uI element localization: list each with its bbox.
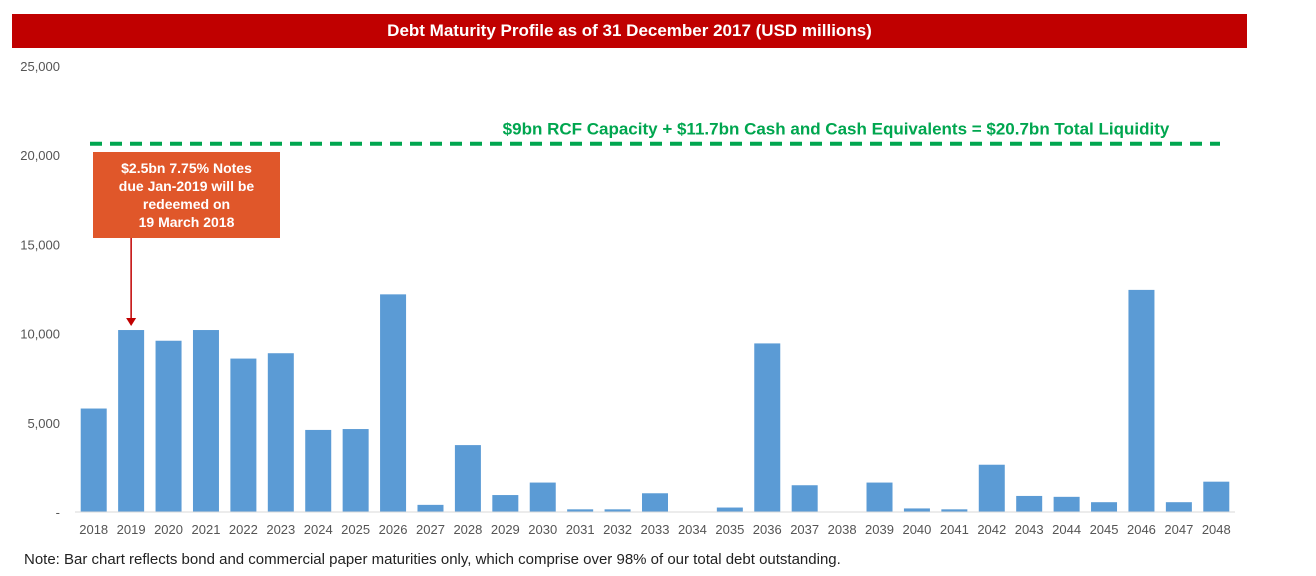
bar-2029 xyxy=(492,495,519,512)
footnote: Note: Bar chart reflects bond and commer… xyxy=(24,551,841,568)
x-tick-label: 2033 xyxy=(641,522,670,537)
bar-2021 xyxy=(192,330,219,512)
x-tick-label: 2040 xyxy=(902,522,931,537)
bar-2019 xyxy=(118,330,145,512)
x-tick-label: 2024 xyxy=(304,522,333,537)
x-tick-label: 2044 xyxy=(1052,522,1081,537)
bar-2039 xyxy=(866,482,893,512)
bar-2045 xyxy=(1091,502,1118,512)
bar-2023 xyxy=(267,353,294,512)
x-tick-label: 2030 xyxy=(528,522,557,537)
callout-line: redeemed on xyxy=(142,196,231,212)
chart-title: Debt Maturity Profile as of 31 December … xyxy=(12,14,1247,48)
x-tick-label: 2018 xyxy=(79,522,108,537)
bar-2037 xyxy=(791,485,818,512)
bar-2047 xyxy=(1165,502,1192,512)
x-tick-label: 2029 xyxy=(491,522,520,537)
callout-line: due Jan-2019 will be xyxy=(118,178,255,194)
bar-2031 xyxy=(567,509,594,512)
bar-2043 xyxy=(1016,495,1043,512)
bar-2026 xyxy=(380,294,407,512)
callout-arrowhead xyxy=(126,318,137,327)
x-tick-label: 2022 xyxy=(229,522,258,537)
callout-line: 19 March 2018 xyxy=(138,214,235,230)
x-tick-label: 2034 xyxy=(678,522,707,537)
bar-2024 xyxy=(305,429,332,512)
x-tick-label: 2048 xyxy=(1202,522,1231,537)
x-tick-label: 2043 xyxy=(1015,522,1044,537)
bar-2044 xyxy=(1053,496,1080,512)
bars-group xyxy=(80,289,1230,512)
x-tick-label: 2032 xyxy=(603,522,632,537)
bar-2036 xyxy=(754,343,781,512)
bar-2018 xyxy=(80,408,107,512)
y-tick-label: - xyxy=(56,505,60,520)
x-tick-label: 2027 xyxy=(416,522,445,537)
y-axis: - 5,000 10,000 15,000 20,000 25,000 xyxy=(20,59,60,520)
y-tick-label: 15,000 xyxy=(20,237,60,252)
x-axis-labels: 2018 2019 2020 2021 2022 2023 2024 2025 2026 2027… xyxy=(79,522,1231,537)
bar-2025 xyxy=(342,429,369,512)
y-tick-label: 25,000 xyxy=(20,59,60,74)
bar-2040 xyxy=(903,508,930,512)
x-tick-label: 2021 xyxy=(192,522,221,537)
x-tick-label: 2031 xyxy=(566,522,595,537)
bar-2030 xyxy=(529,482,556,512)
liquidity-label: $9bn RCF Capacity + $11.7bn Cash and Cas… xyxy=(503,120,1170,139)
x-tick-label: 2037 xyxy=(790,522,819,537)
bar-2042 xyxy=(978,464,1005,512)
bar-2027 xyxy=(417,504,444,512)
x-tick-label: 2036 xyxy=(753,522,782,537)
bar-2046 xyxy=(1128,289,1155,512)
bar-2041 xyxy=(941,509,968,512)
bar-2022 xyxy=(230,358,257,512)
bar-2032 xyxy=(604,509,631,512)
bar-2028 xyxy=(454,445,481,512)
x-tick-label: 2039 xyxy=(865,522,894,537)
x-tick-label: 2025 xyxy=(341,522,370,537)
redemption-callout: $2.5bn 7.75% Notes due Jan-2019 will be … xyxy=(93,152,280,238)
bar-2048 xyxy=(1203,481,1230,512)
x-tick-label: 2035 xyxy=(715,522,744,537)
y-tick-label: 5,000 xyxy=(27,416,60,431)
x-tick-label: 2045 xyxy=(1090,522,1119,537)
x-tick-label: 2020 xyxy=(154,522,183,537)
x-tick-label: 2026 xyxy=(379,522,408,537)
x-tick-label: 2041 xyxy=(940,522,969,537)
x-tick-label: 2046 xyxy=(1127,522,1156,537)
x-tick-label: 2042 xyxy=(977,522,1006,537)
x-tick-label: 2047 xyxy=(1164,522,1193,537)
x-tick-label: 2019 xyxy=(117,522,146,537)
x-tick-label: 2028 xyxy=(453,522,482,537)
bar-2033 xyxy=(642,493,668,512)
callout-line: $2.5bn 7.75% Notes xyxy=(121,160,252,176)
y-tick-label: 10,000 xyxy=(20,327,60,342)
y-tick-label: 20,000 xyxy=(20,148,60,163)
bar-2035 xyxy=(716,507,743,512)
x-tick-label: 2038 xyxy=(828,522,857,537)
bar-2020 xyxy=(155,340,182,512)
x-tick-label: 2023 xyxy=(266,522,295,537)
